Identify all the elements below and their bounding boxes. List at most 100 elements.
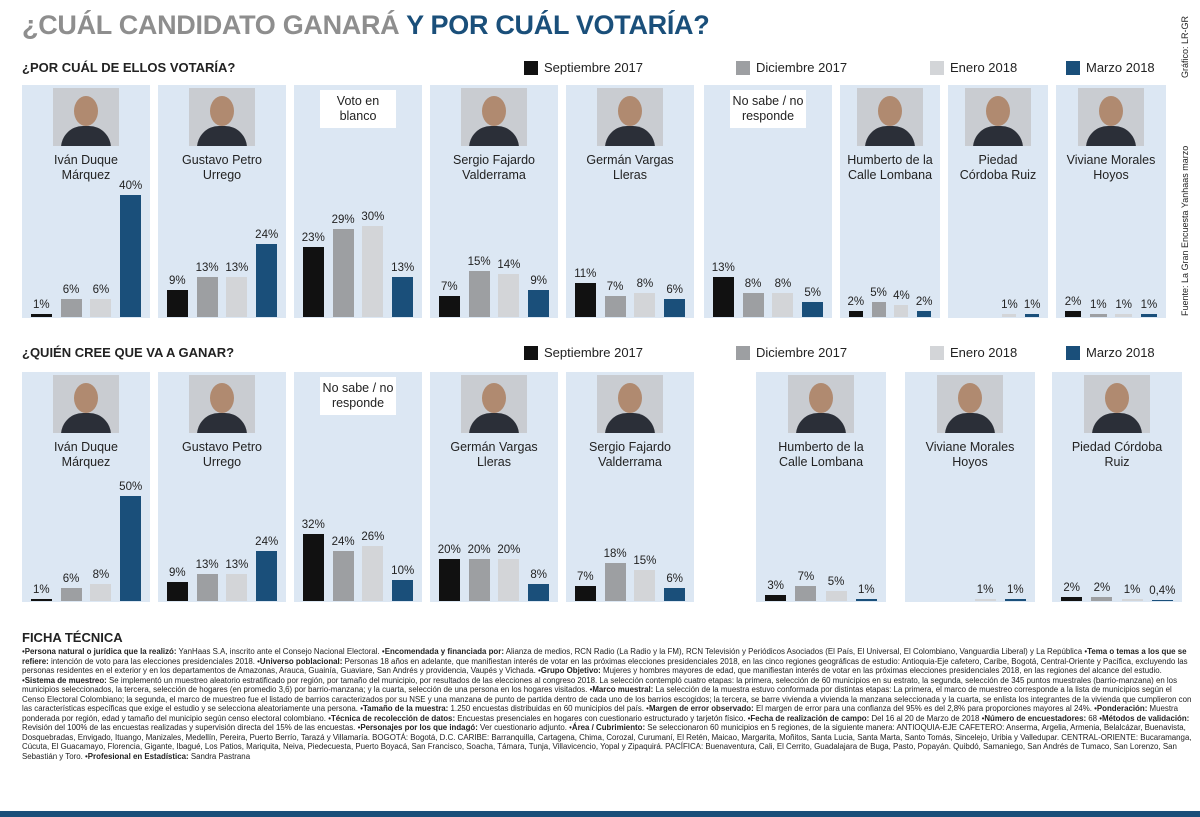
- bar: [528, 584, 550, 601]
- category-label: Iván Duque Márquez: [54, 153, 118, 182]
- value-label: 8%: [744, 277, 762, 290]
- value-label: 1%: [32, 583, 50, 596]
- category-label: Iván Duque Márquez: [54, 440, 118, 469]
- bar: [634, 292, 656, 317]
- ficha-value: Mujeres y hombres mayores de edad, que m…: [603, 666, 1162, 676]
- legend-label: Septiembre 2017: [544, 60, 644, 75]
- photo-body: [796, 413, 846, 433]
- photo-body: [973, 126, 1023, 146]
- ficha-label: Persona natural o jurídica que la realiz…: [24, 647, 177, 656]
- ficha-value: Del 16 al 20 de Marzo de 2018: [871, 713, 980, 723]
- value-label: 1%: [1001, 298, 1018, 311]
- headline: ¿CUÁL CANDIDATO GANARÁ Y POR CUÁL VOTARÍ…: [22, 10, 710, 41]
- photo-body: [197, 413, 247, 433]
- ficha-item: Personajes por los que indagó: Ver cuest…: [358, 723, 567, 732]
- ficha-item: Grupo Objetivo: Mujeres y hombres mayore…: [538, 666, 1162, 675]
- bar: [226, 573, 248, 601]
- category-label: Humberto de la Calle Lombana: [778, 440, 864, 469]
- ficha-label: Métodos de validación:: [1102, 713, 1190, 723]
- ficha-item: Técnica de recolección de datos: Encuest…: [328, 714, 745, 723]
- candidate-photo: [461, 375, 527, 433]
- value-label: 8%: [774, 277, 792, 290]
- photo-head: [618, 96, 642, 126]
- legend-label: Diciembre 2017: [756, 60, 848, 75]
- category-label: Germán Vargas Lleras: [450, 440, 538, 469]
- ficha-label: Personajes por los que indagó:: [360, 723, 478, 733]
- bar: [302, 533, 324, 601]
- value-label: 1%: [1140, 298, 1158, 311]
- bar: [664, 298, 686, 317]
- bar: [795, 586, 817, 601]
- value-label: 2%: [1064, 295, 1082, 308]
- legend-swatch: [1066, 346, 1080, 360]
- ficha-label: Tema o temas a los que se refiere:: [22, 647, 1187, 666]
- bar: [438, 559, 460, 601]
- value-label: 0,4%: [1149, 585, 1176, 598]
- bar: [1140, 313, 1158, 317]
- photo-head: [1105, 383, 1129, 413]
- value-label: 1%: [976, 583, 994, 596]
- category-label: Humberto de la Calle Lombana: [847, 153, 933, 182]
- value-label: 13%: [391, 262, 415, 275]
- candidate-photo: [597, 88, 663, 146]
- bar: [362, 546, 384, 601]
- photo-head: [986, 96, 1010, 126]
- value-label: 13%: [225, 558, 249, 571]
- bar: [256, 550, 278, 601]
- bar: [60, 588, 82, 601]
- bar: [574, 283, 596, 317]
- category-label: No sabe / no responde: [320, 377, 396, 415]
- value-label: 7%: [797, 571, 815, 584]
- value-label: 5%: [827, 575, 845, 588]
- value-label: 5%: [870, 286, 887, 299]
- source: Fuente: La Gran Encuesta Yanhaas marzo: [1180, 145, 1190, 316]
- candidate-photo: [53, 88, 119, 146]
- ficha-value: La selección de la muestra estuvo confor…: [22, 685, 1192, 714]
- bar: [196, 277, 218, 317]
- photo-head: [809, 383, 833, 413]
- bar: [1025, 313, 1040, 317]
- bar: [855, 598, 877, 601]
- value-label: 13%: [711, 262, 735, 275]
- bar: [166, 289, 188, 317]
- bar: [1091, 596, 1113, 601]
- bar: [60, 298, 82, 317]
- value-label: 1%: [1023, 298, 1041, 311]
- bar: [664, 588, 686, 601]
- photo-head: [958, 383, 982, 413]
- value-label: 32%: [301, 518, 325, 531]
- value-label: 6%: [666, 573, 683, 586]
- category-label: Voto en blanco: [320, 90, 396, 128]
- value-label: 2%: [1063, 581, 1080, 594]
- photo-body: [61, 126, 111, 146]
- value-label: 26%: [361, 531, 385, 544]
- legend-label: Diciembre 2017: [756, 345, 848, 360]
- bar: [120, 195, 142, 317]
- ficha-label: Marco muestral:: [592, 685, 654, 695]
- photo-head: [1099, 96, 1123, 126]
- ficha-label: Técnica de recolección de datos:: [330, 713, 456, 723]
- ficha-item: Encomendada y financiada por: Alianza de…: [382, 647, 1082, 656]
- ficha-item: Margen de error observado: El margen de …: [646, 704, 1092, 713]
- photo-body: [865, 126, 915, 146]
- ficha-label: Profesional en Estadística:: [87, 752, 189, 762]
- bar: [1115, 313, 1132, 317]
- candidate-photo: [788, 375, 854, 433]
- legend-label: Septiembre 2017: [544, 345, 644, 360]
- value-label: 9%: [530, 274, 547, 287]
- legend-swatch: [524, 61, 538, 75]
- value-label: 6%: [62, 283, 80, 296]
- value-label: 30%: [361, 210, 385, 223]
- ficha-item: Persona natural o jurídica que la realiz…: [22, 647, 380, 656]
- bar: [634, 569, 656, 601]
- bar: [604, 295, 626, 317]
- photo-body: [605, 126, 655, 146]
- photo-body: [605, 413, 655, 433]
- ficha-value: Encuestas presenciales en hogares con cu…: [457, 713, 746, 723]
- ficha-value: Ver cuestionario adjunto.: [480, 723, 567, 733]
- value-label: 8%: [92, 569, 110, 582]
- ficha-value: Alianza de medios, RCN Radio (La Radio y…: [505, 647, 1083, 656]
- ficha-item: Tamaño de la muestra: 1.250 encuestas di…: [360, 704, 644, 713]
- value-label: 29%: [331, 213, 355, 226]
- ficha-label: Tamaño de la muestra:: [362, 704, 449, 714]
